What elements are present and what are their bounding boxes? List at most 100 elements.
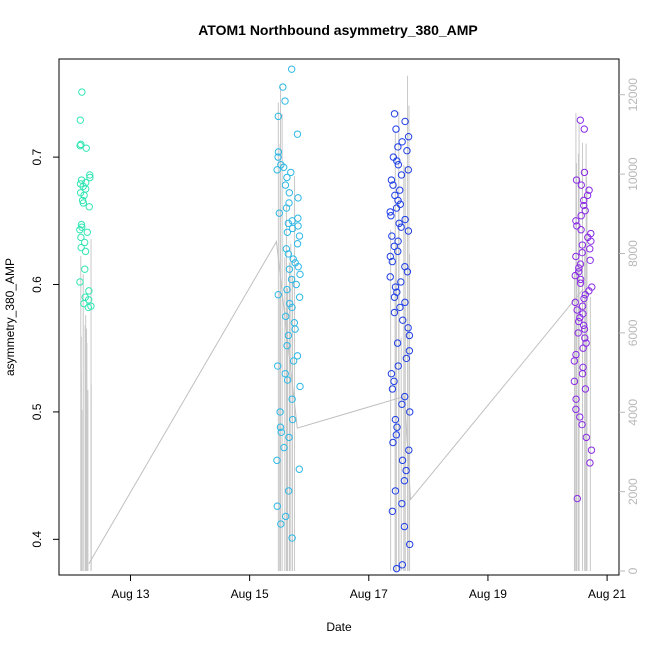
data-point	[76, 226, 84, 234]
data-point	[576, 275, 585, 284]
data-point	[406, 408, 414, 416]
data-point	[398, 561, 407, 569]
data-point	[405, 540, 414, 549]
data-point	[394, 362, 402, 370]
data-point	[571, 298, 579, 307]
data-point	[578, 420, 586, 429]
data-point	[80, 191, 88, 200]
data-point	[82, 144, 90, 152]
x-tick-label: Aug 21	[588, 587, 626, 601]
data-point	[275, 209, 284, 217]
data-point	[398, 456, 407, 465]
data-point	[283, 341, 291, 350]
data-point	[292, 280, 300, 289]
data-point	[401, 392, 409, 401]
data-point	[402, 466, 410, 475]
data-point	[576, 413, 584, 421]
data-point	[76, 116, 84, 124]
data-point	[285, 299, 294, 308]
x-axis-title: Date	[326, 620, 352, 634]
data-point	[580, 325, 589, 333]
data-point	[283, 228, 292, 236]
data-point	[386, 273, 394, 281]
data-point	[287, 65, 296, 73]
y-axis: 0.4 0.5 0.6 0.7	[30, 148, 59, 548]
data-point	[390, 293, 399, 301]
data-point	[273, 166, 281, 174]
data-point	[287, 168, 295, 177]
data-point	[289, 357, 298, 365]
points-layer	[76, 65, 596, 573]
bars-layer	[80, 75, 591, 572]
data-point	[573, 222, 581, 230]
data-point	[401, 215, 409, 224]
data-point	[574, 317, 583, 326]
data-point	[273, 502, 281, 510]
data-point	[587, 446, 596, 454]
data-point	[576, 279, 585, 287]
data-point	[274, 148, 283, 156]
data-point	[398, 499, 406, 508]
data-point	[405, 331, 414, 340]
data-point	[293, 352, 302, 360]
data-point	[580, 168, 589, 177]
y-right-tick-label: 2000	[626, 478, 640, 505]
data-point	[274, 112, 282, 121]
data-point	[296, 382, 304, 391]
y-tick-label: 0.4	[30, 531, 44, 548]
data-point	[578, 248, 586, 257]
data-point	[394, 143, 402, 151]
data-point	[279, 163, 288, 171]
y-right-tick-label: 0	[626, 567, 640, 574]
y-tick-label: 0.6	[30, 276, 44, 293]
data-point	[578, 302, 587, 310]
data-point	[295, 465, 304, 473]
data-point	[281, 181, 290, 189]
data-point	[577, 212, 585, 220]
data-point	[276, 423, 285, 431]
data-point	[79, 182, 87, 191]
data-point	[393, 157, 401, 165]
data-point	[580, 125, 588, 133]
data-point	[392, 125, 400, 133]
data-point	[393, 339, 402, 347]
y-axis-title: asymmetry_380_AMP	[3, 258, 17, 376]
data-point	[294, 262, 302, 271]
data-point	[277, 520, 285, 528]
data-point	[401, 298, 409, 307]
data-point	[293, 240, 302, 248]
data-point	[392, 204, 401, 212]
chart-title: ATOM1 Northbound asymmetry_380_AMP	[198, 22, 478, 38]
data-point	[574, 329, 582, 337]
data-point	[394, 161, 403, 169]
trend-line	[88, 240, 584, 565]
data-point	[295, 293, 304, 301]
data-point	[393, 423, 401, 431]
data-point	[282, 245, 291, 253]
y-axis-right: 0 2000 4000 6000 8000 10000 12000	[619, 78, 640, 574]
data-point	[284, 219, 293, 228]
data-point	[397, 171, 406, 179]
data-point	[575, 264, 583, 272]
data-point	[579, 321, 588, 329]
data-point	[586, 245, 594, 253]
data-point	[580, 201, 588, 210]
data-point	[284, 331, 293, 340]
data-point	[389, 438, 397, 447]
data-point	[283, 285, 291, 294]
data-point	[282, 312, 290, 321]
y-right-tick-label: 4000	[626, 399, 640, 426]
data-point	[570, 377, 579, 386]
data-point	[85, 203, 93, 211]
data-point	[293, 130, 302, 138]
data-point	[291, 325, 299, 333]
data-point	[274, 153, 282, 161]
data-point	[81, 265, 89, 273]
data-point	[77, 243, 85, 252]
data-point	[388, 257, 396, 266]
data-point	[288, 395, 296, 403]
y-right-tick-label: 8000	[626, 240, 640, 267]
data-point	[391, 283, 400, 291]
x-tick-label: Aug 15	[231, 587, 269, 601]
data-point	[398, 138, 406, 146]
